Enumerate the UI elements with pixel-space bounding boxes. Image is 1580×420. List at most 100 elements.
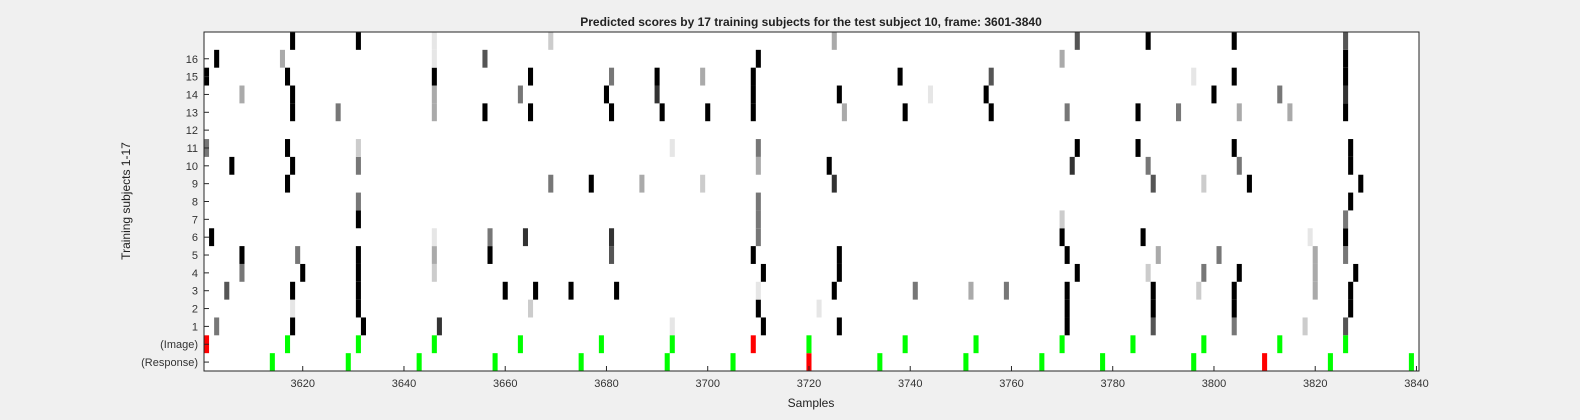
heatmap-cell [1135,139,1141,157]
heatmap-cell [755,49,761,68]
heatmap-cell [355,246,361,264]
x-axis-label: Samples [788,396,835,410]
heatmap-cell [1277,85,1283,104]
heatmap-cell [279,49,285,68]
heatmap-cell [1150,317,1156,336]
heatmap-cell [1348,281,1354,300]
heatmap-cell [1312,281,1318,300]
heatmap-cell [1287,103,1293,122]
heatmap-cell [836,85,842,104]
heatmap-cell [355,192,361,211]
heatmap-cell [355,210,361,229]
heatmap-cell [1155,246,1161,264]
heatmap-cell [836,263,842,282]
heatmap-cell [1064,317,1070,336]
heatmap-cell [1343,246,1349,264]
heatmap-cell [209,228,215,247]
heatmap-cell [229,156,235,175]
y-tick-label: 7 [192,214,198,226]
y-tick-label: 10 [186,161,198,173]
heatmap-cell [1145,263,1151,282]
event-marker [1201,335,1207,354]
y-tick-label: (Response) [141,357,198,369]
heatmap-cell [1074,32,1080,50]
heatmap-cell [1348,139,1354,157]
event-marker [355,335,361,354]
heatmap-cell [290,299,296,318]
heatmap-cell [755,139,761,157]
heatmap-cell [1064,246,1070,264]
x-tick-label: 3840 [1404,378,1428,390]
heatmap-cell [816,299,822,318]
heatmap-cell [1059,228,1065,247]
heatmap-cell [482,49,488,68]
heatmap-cell [300,263,306,282]
heatmap-cell [528,67,534,86]
heatmap-cell [1176,103,1182,122]
heatmap-cell [1059,210,1065,229]
heatmap-cell [502,281,508,300]
heatmap-cell [902,103,908,122]
event-marker [431,335,437,354]
event-marker [750,335,756,354]
y-tick-label: 16 [186,54,198,66]
heatmap-cell [826,156,832,175]
heatmap-cell [1140,228,1146,247]
heatmap-cell [1343,210,1349,229]
x-tick-label: 3800 [1202,378,1226,390]
event-marker [1262,353,1268,371]
heatmap-cell [224,281,230,300]
event-marker [806,335,812,354]
heatmap-cell [841,103,847,122]
heatmap-cell [1064,103,1070,122]
heatmap-cell [355,281,361,300]
heatmap-cell [831,174,837,193]
event-marker [664,353,670,371]
heatmap-cell [705,103,711,122]
heatmap-cell [755,192,761,211]
heatmap-cell [1348,192,1354,211]
heatmap-cell [983,85,989,104]
heatmap-cell [1150,174,1156,193]
heatmap-cell [836,317,842,336]
heatmap-cell [285,139,291,157]
y-tick-label: 3 [192,286,198,298]
heatmap-cell [355,263,361,282]
heatmap-cell [609,103,615,122]
heatmap-cell [669,317,675,336]
x-tick-label: 3620 [290,378,314,390]
heatmap-cell [1003,281,1009,300]
heatmap-cell [290,317,296,336]
heatmap-cell [1231,299,1237,318]
chart-title: Predicted scores by 17 training subjects… [580,15,1042,29]
heatmap-cell [548,174,554,193]
heatmap-cell [482,103,488,122]
x-tick-label: 3780 [1100,378,1124,390]
heatmap-cell [1150,281,1156,300]
heatmap-cell [1196,281,1202,300]
y-tick-label: 2 [192,304,198,316]
heatmap-cell [285,67,291,86]
heatmap-cell [431,263,437,282]
heatmap-cell [431,85,437,104]
x-tick-label: 3660 [493,378,517,390]
heatmap-cell [355,299,361,318]
heatmap-cell [1246,174,1252,193]
x-tick-label: 3720 [797,378,821,390]
heatmap-cell [1074,139,1080,157]
heatmap-cell [760,317,766,336]
heatmap-cell [1343,32,1349,50]
heatmap-cell [659,103,665,122]
heatmap-cell [750,67,756,86]
heatmap-cell [1358,174,1364,193]
heatmap-cell [897,67,903,86]
event-marker [416,353,422,371]
event-marker [806,353,812,371]
x-tick-label: 3680 [594,378,618,390]
heatmap-cell [912,281,918,300]
y-tick-label: 4 [192,268,198,280]
heatmap-cell [431,67,437,86]
event-marker [345,353,351,371]
heatmap-cell [1307,228,1313,247]
